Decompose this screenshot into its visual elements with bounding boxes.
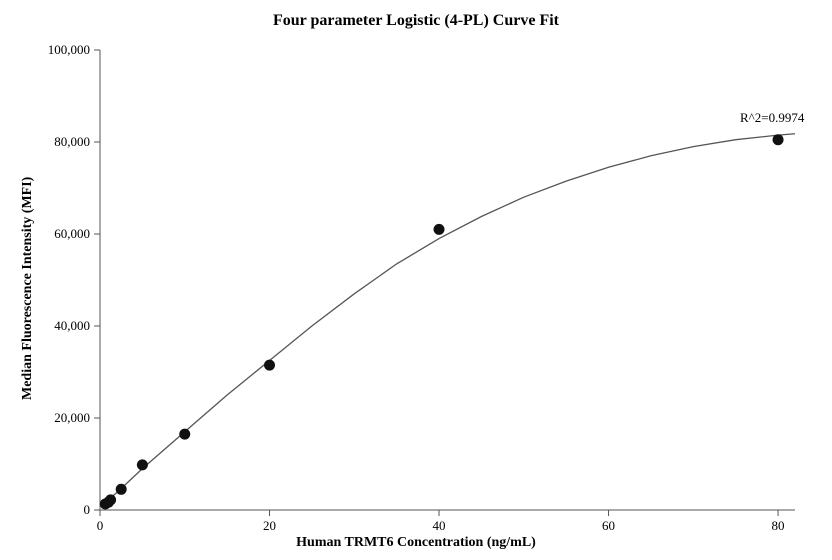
y-tick-label: 100,000 [48,42,90,57]
data-point [179,429,190,440]
x-tick-label: 20 [263,518,276,533]
x-tick-label: 40 [433,518,446,533]
data-point [773,134,784,145]
x-tick-label: 80 [772,518,785,533]
y-tick-label: 60,000 [54,226,90,241]
chart-svg: 0 20,000 40,000 60,000 80,000 100,000 0 20 40 60 8… [0,0,832,560]
y-tick-label: 80,000 [54,134,90,149]
fit-curve [100,134,795,507]
data-point [434,224,445,235]
data-point [264,360,275,371]
x-tick-label: 0 [97,518,104,533]
data-point [105,494,116,505]
y-tick-label: 0 [84,502,91,517]
x-tick-label: 60 [602,518,615,533]
y-tick-label: 20,000 [54,410,90,425]
data-point [137,459,148,470]
y-tick-label: 40,000 [54,318,90,333]
data-point [116,484,127,495]
chart-container: Four parameter Logistic (4-PL) Curve Fit… [0,0,832,560]
